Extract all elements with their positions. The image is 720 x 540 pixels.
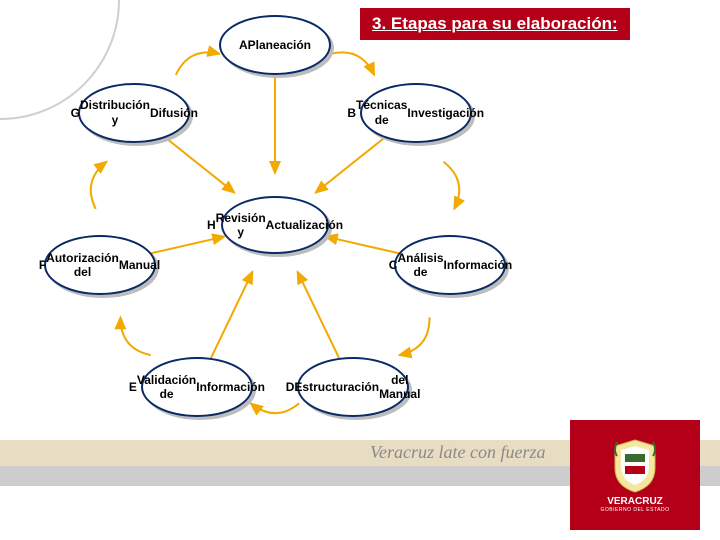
node-A: APlaneación xyxy=(219,15,331,75)
logo-sub: GOBIERNO DEL ESTADO xyxy=(601,507,670,513)
logo-name: VERACRUZ xyxy=(607,496,663,507)
node-H: HRevisión yActualización xyxy=(221,196,329,254)
veracruz-logo: VERACRUZ GOBIERNO DEL ESTADO xyxy=(570,420,700,530)
node-B: BTécnicas deInvestigación xyxy=(360,83,472,143)
node-E: EValidación deInformación xyxy=(141,357,253,417)
node-C: CAnálisis deInformación xyxy=(394,235,506,295)
node-D: DEstructuracióndel Manual xyxy=(297,357,409,417)
shield-icon xyxy=(611,438,659,494)
footer-motto: Veracruz late con fuerza xyxy=(370,442,545,463)
node-F: FAutorización delManual xyxy=(44,235,156,295)
node-G: GDistribución yDifusión xyxy=(78,83,190,143)
